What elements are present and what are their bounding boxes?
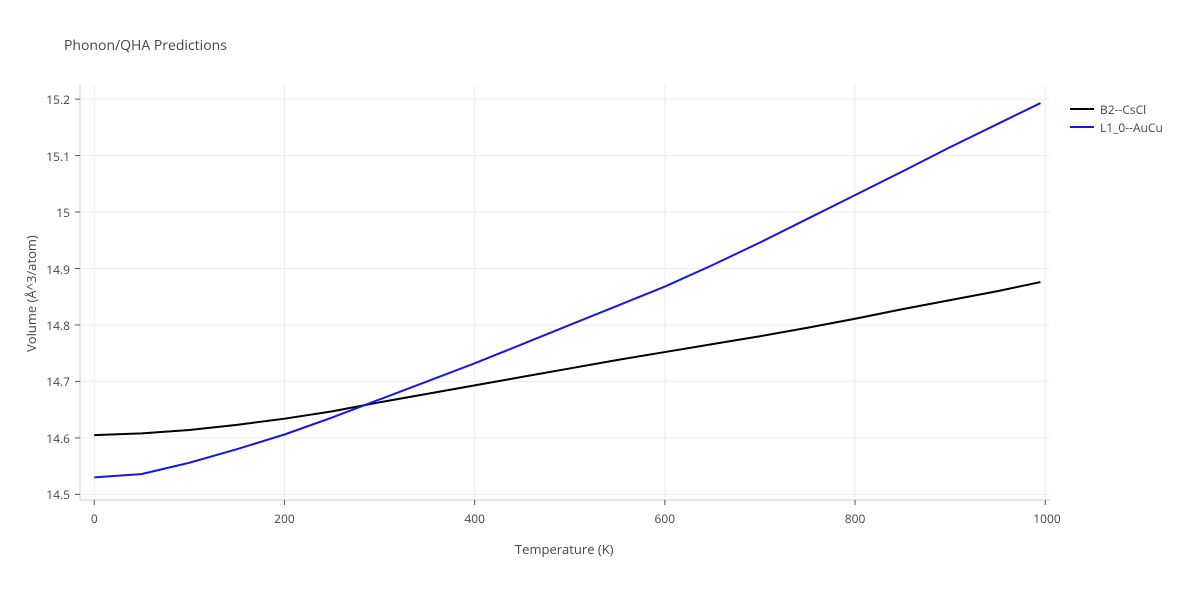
x-tick-label: 400 [463,510,487,527]
legend-item[interactable]: B2--CsCl [1070,100,1163,118]
y-tick-label: 15 [56,204,70,221]
legend-swatch [1070,108,1094,110]
y-tick-label: 15.1 [46,148,70,165]
x-tick-label: 800 [843,510,867,527]
x-axis-label: Temperature (K) [515,540,614,558]
legend-swatch [1070,126,1094,128]
y-tick-label: 14.8 [46,317,70,334]
legend-item[interactable]: L1_0--AuCu [1070,118,1163,136]
y-tick-label: 14.5 [46,486,70,503]
y-tick-label: 15.2 [46,91,70,108]
legend-label: B2--CsCl [1100,101,1146,118]
y-tick-label: 14.9 [46,261,70,278]
x-tick-label: 600 [653,510,677,527]
y-axis-label: Volume (Å^3/atom) [22,235,40,352]
legend-label: L1_0--AuCu [1100,119,1163,136]
x-tick-label: 1000 [1033,510,1057,527]
x-tick-label: 0 [82,510,106,527]
plot-area [80,85,1050,500]
y-tick-label: 14.6 [46,430,70,447]
chart-title: Phonon/QHA Predictions [64,36,227,55]
x-tick-label: 200 [272,510,296,527]
legend: B2--CsClL1_0--AuCu [1070,100,1163,136]
series-B2--CsCl[interactable] [94,282,1040,435]
y-tick-label: 14.7 [46,373,70,390]
series-L1_0--AuCu[interactable] [94,103,1040,477]
